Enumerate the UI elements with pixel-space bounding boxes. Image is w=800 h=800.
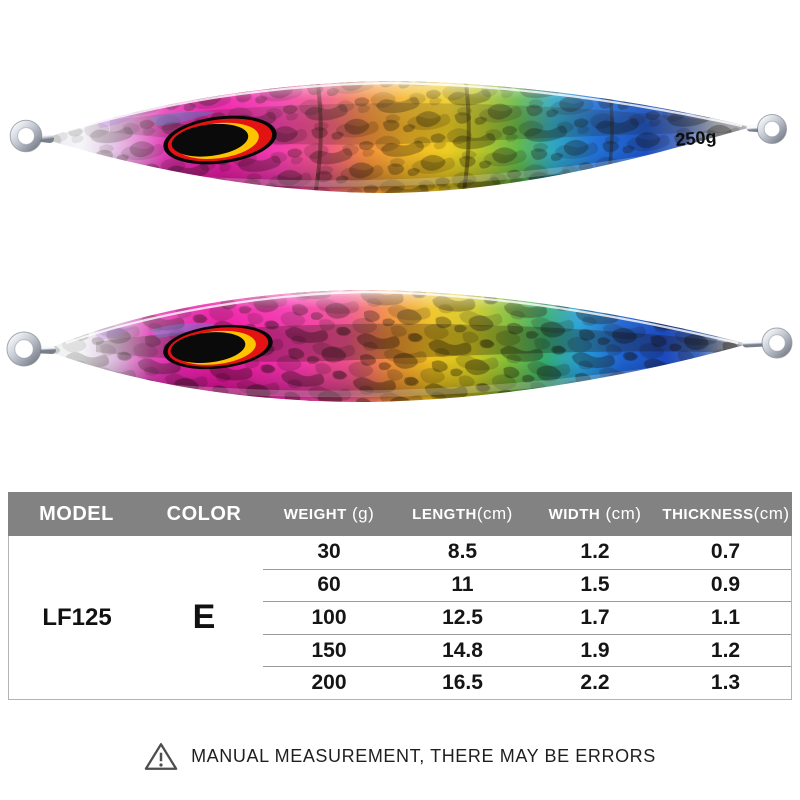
length-value: 14.8 — [442, 638, 483, 662]
width-value: 1.2 — [580, 540, 610, 564]
warning-icon — [144, 742, 178, 770]
color-code-value: E — [192, 598, 216, 636]
length-value: 16.5 — [442, 671, 483, 695]
spec-table: MODEL COLOR WEIGHT (g) LENGTH(cm) WIDTH … — [8, 492, 792, 700]
width-value: 1.7 — [580, 605, 610, 629]
weight-value: 150 — [311, 638, 347, 662]
lure-highlight — [63, 81, 743, 134]
weight-marking: 250g — [675, 126, 718, 149]
lure-eye — [163, 324, 273, 370]
table-row: 60 11 1.5 0.9 — [263, 568, 791, 602]
length-value: 8.5 — [447, 540, 478, 564]
lure-bottom-image — [6, 290, 793, 402]
front-eyelet-ring — [9, 119, 54, 153]
lure-highlight — [65, 290, 739, 345]
thickness-value: 1.3 — [710, 671, 741, 695]
spec-table-header-row: MODEL COLOR WEIGHT (g) LENGTH(cm) WIDTH … — [8, 492, 792, 536]
lure-top-image: 250g — [9, 81, 787, 193]
width-value: 1.9 — [580, 638, 610, 662]
lure-body-texture — [46, 290, 748, 402]
spec-table-body: LF125 E 30 8.5 1.2 0.7 60 11 1.5 0.9 100… — [8, 536, 792, 700]
table-row: 200 16.5 2.2 1.3 — [263, 666, 791, 699]
disclaimer-bar: MANUAL MEASUREMENT, THERE MAY BE ERRORS — [0, 736, 800, 776]
tail-eyelet-ring — [742, 327, 793, 359]
header-color: COLOR — [166, 503, 242, 525]
header-width: WIDTH (cm) — [548, 504, 642, 523]
table-row: 30 8.5 1.2 0.7 — [263, 536, 791, 569]
table-row: 100 12.5 1.7 1.1 — [263, 601, 791, 634]
thickness-value: 0.7 — [710, 540, 741, 564]
width-value: 1.5 — [580, 573, 610, 597]
header-thickness: THICKNESS(cm) — [662, 504, 790, 523]
spec-rows: 30 8.5 1.2 0.7 60 11 1.5 0.9 100 12.5 1.… — [263, 536, 791, 699]
header-weight: WEIGHT (g) — [283, 504, 375, 523]
table-row: 150 14.8 1.9 1.2 — [263, 633, 791, 667]
width-value: 2.2 — [580, 671, 610, 695]
thickness-value: 0.9 — [710, 573, 741, 597]
thickness-value: 1.1 — [710, 605, 741, 629]
length-value: 11 — [451, 573, 474, 597]
model-value: LF125 — [42, 603, 112, 631]
thickness-value: 1.2 — [710, 638, 741, 662]
header-length: LENGTH(cm) — [412, 504, 513, 523]
weight-value: 200 — [311, 671, 347, 695]
tail-eyelet-ring — [746, 114, 787, 144]
lure-eye — [163, 115, 277, 165]
front-eyelet-ring — [6, 331, 56, 367]
weight-value: 30 — [317, 540, 341, 564]
disclaimer-text: MANUAL MEASUREMENT, THERE MAY BE ERRORS — [191, 745, 656, 766]
header-model: MODEL — [39, 503, 114, 525]
weight-value: 60 — [317, 573, 341, 597]
length-value: 12.5 — [442, 605, 483, 629]
weight-value: 100 — [311, 605, 347, 629]
